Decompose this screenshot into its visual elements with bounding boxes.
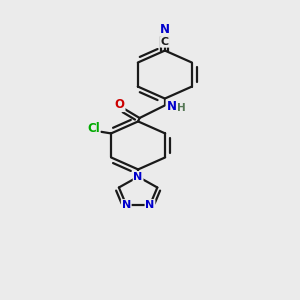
Text: N: N <box>146 200 154 210</box>
Text: N: N <box>122 200 131 210</box>
Text: N: N <box>160 23 170 36</box>
Text: N: N <box>167 100 176 113</box>
Text: Cl: Cl <box>87 122 100 135</box>
Text: O: O <box>115 98 125 111</box>
Text: N: N <box>134 172 143 182</box>
Text: C: C <box>161 37 169 47</box>
Text: H: H <box>177 103 186 113</box>
